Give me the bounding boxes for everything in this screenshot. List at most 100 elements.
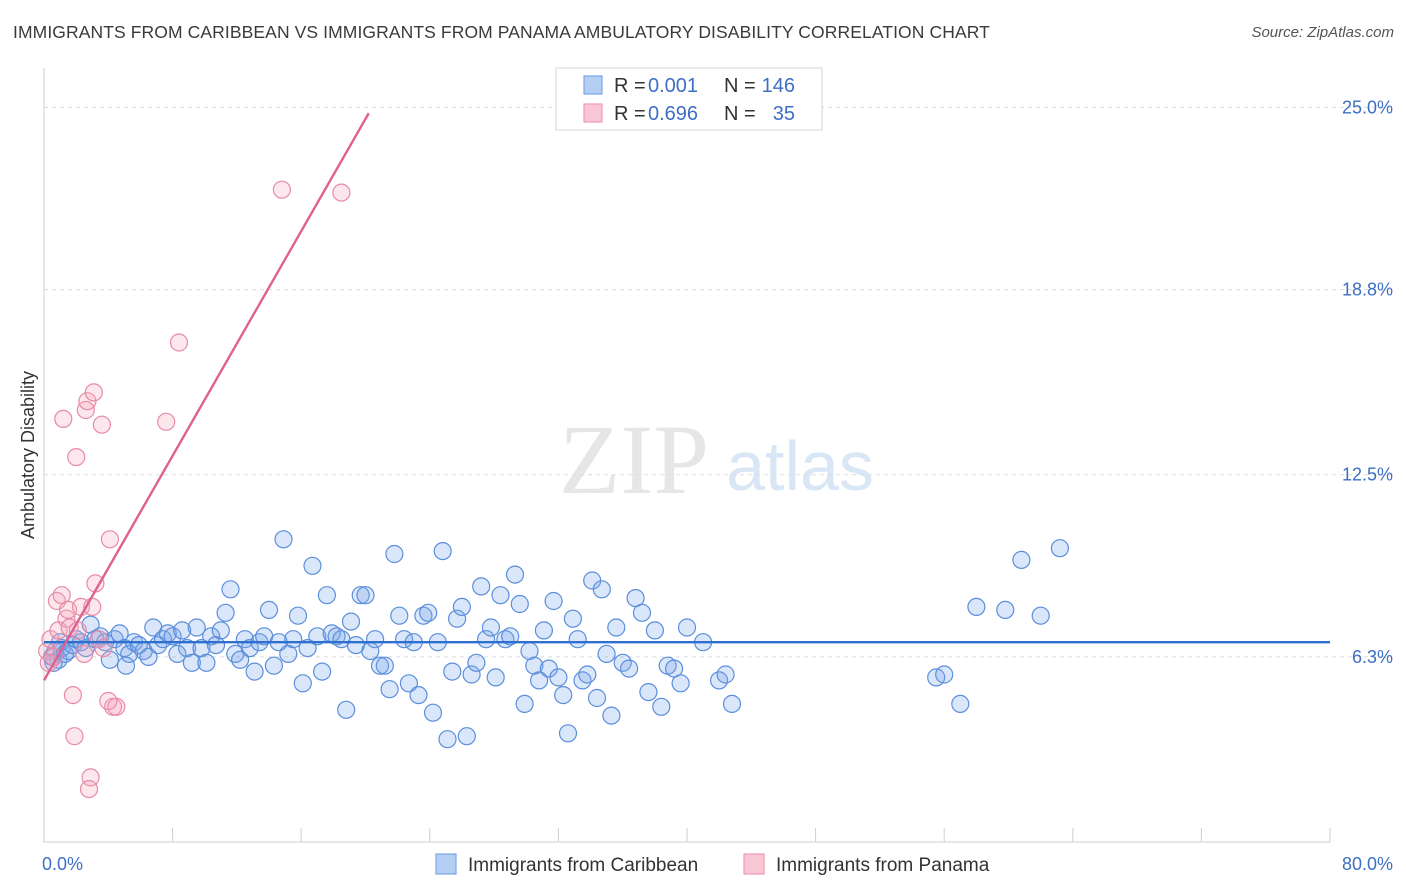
caribbean-point-65 <box>337 700 356 719</box>
caribbean-point-98 <box>496 630 515 649</box>
series-caribbean <box>42 530 1070 749</box>
panama-point-27 <box>79 779 99 799</box>
caribbean-point-92 <box>467 653 486 672</box>
panama-point-12 <box>67 448 86 467</box>
caribbean-point-50 <box>264 656 283 675</box>
y-tick-label-3: 25.0% <box>1342 97 1393 117</box>
caribbean-point-139 <box>1012 550 1031 570</box>
caribbean-point-91 <box>462 665 481 684</box>
caribbean-point-108 <box>544 591 563 611</box>
caribbean-point-90 <box>457 727 476 746</box>
caribbean-point-110 <box>554 685 573 705</box>
caribbean-point-57 <box>298 638 317 658</box>
legend-n-label-2: N = <box>724 103 756 125</box>
caribbean-point-59 <box>308 627 327 646</box>
caribbean-point-143 <box>935 665 954 684</box>
panama-point-6 <box>54 409 73 428</box>
caribbean-point-106 <box>534 621 554 640</box>
caribbean-point-89 <box>452 597 471 617</box>
caribbean-point-33 <box>182 653 201 672</box>
chart-title: IMMIGRANTS FROM CARIBBEAN VS IMMIGRANTS … <box>13 22 990 42</box>
caribbean-point-52 <box>274 530 293 549</box>
panama-point-26 <box>94 638 113 658</box>
caribbean-point-85 <box>433 541 452 561</box>
caribbean-point-34 <box>187 618 206 637</box>
caribbean-point-137 <box>967 597 986 617</box>
caribbean-point-35 <box>192 638 211 658</box>
legend-n-value-2: 35 <box>773 103 795 125</box>
caribbean-point-16 <box>100 650 120 669</box>
panama-point-30 <box>169 333 189 352</box>
caribbean-point-102 <box>515 694 534 714</box>
caribbean-point-135 <box>716 665 735 684</box>
caribbean-point-111 <box>558 724 578 743</box>
legend-r-label-1: R = <box>614 75 646 97</box>
panama-point-33 <box>99 691 118 711</box>
caribbean-point-109 <box>549 668 568 687</box>
caribbean-point-66 <box>341 612 361 631</box>
caribbean-point-140 <box>1031 606 1050 625</box>
caribbean-point-76 <box>390 606 409 625</box>
caribbean-point-94 <box>477 630 496 649</box>
caribbean-point-45 <box>240 638 259 658</box>
legend-n-value-1: 146 <box>762 75 795 97</box>
caribbean-point-53 <box>279 644 298 664</box>
panama-point-11 <box>65 727 84 746</box>
caribbean-point-49 <box>259 600 279 620</box>
caribbean-point-118 <box>592 580 611 599</box>
bottom-legend-label-caribbean: Immigrants from Caribbean <box>468 855 698 876</box>
caribbean-point-55 <box>288 606 308 625</box>
bottom-legend-label-panama: Immigrants from Panama <box>776 855 990 876</box>
legend-swatch-panama <box>583 103 603 123</box>
caribbean-point-71 <box>366 630 385 649</box>
panama-point-29 <box>157 412 176 431</box>
caribbean-point-80 <box>409 685 428 705</box>
caribbean-point-44 <box>235 630 254 649</box>
legend-swatch-caribbean <box>583 75 603 95</box>
caribbean-point-60 <box>313 662 332 681</box>
legend-r-label-2: R = <box>614 103 646 125</box>
trend-line-panama <box>42 112 370 681</box>
caribbean-point-19 <box>115 638 134 658</box>
caribbean-point-112 <box>563 609 583 628</box>
caribbean-point-101 <box>510 594 529 614</box>
caribbean-point-61 <box>317 586 336 605</box>
panama-point-31 <box>272 180 291 199</box>
caribbean-point-36 <box>197 653 216 672</box>
watermark-zip: ZIP <box>559 404 709 515</box>
caribbean-point-113 <box>568 630 587 649</box>
panama-point-10 <box>63 685 83 705</box>
caribbean-point-83 <box>423 703 443 722</box>
caribbean-point-56 <box>293 674 312 693</box>
bottom-legend-swatch-caribbean <box>435 853 457 875</box>
legend-r-value-1: 0.001 <box>648 75 698 97</box>
caribbean-point-136 <box>722 694 742 714</box>
caribbean-point-138 <box>996 600 1015 620</box>
caribbean-point-114 <box>573 671 592 690</box>
caribbean-point-40 <box>216 603 235 622</box>
panama-point-15 <box>75 644 94 664</box>
caribbean-point-46 <box>245 662 264 681</box>
panama-point-18 <box>81 768 100 787</box>
caribbean-point-115 <box>578 665 597 684</box>
caribbean-point-72 <box>370 656 390 675</box>
panama-point-22 <box>92 415 112 434</box>
caribbean-point-87 <box>443 662 462 681</box>
caribbean-point-132 <box>677 618 697 637</box>
source-label: Source: ZipAtlas.com <box>1251 24 1394 41</box>
legend-n-label-1: N = <box>724 75 756 97</box>
caribbean-point-120 <box>602 706 621 725</box>
caribbean-point-99 <box>501 627 520 646</box>
caribbean-point-37 <box>202 627 221 646</box>
caribbean-point-41 <box>221 580 240 599</box>
y-tick-label-0: 6.3% <box>1352 647 1393 667</box>
y-tick-labels: 6.3% 12.5% 18.8% 25.0% <box>1342 97 1393 666</box>
caribbean-point-74 <box>380 680 399 699</box>
caribbean-point-73 <box>375 656 394 675</box>
caribbean-point-75 <box>385 544 404 564</box>
caribbean-point-104 <box>525 656 544 675</box>
caribbean-point-86 <box>438 730 457 749</box>
caribbean-point-105 <box>529 671 549 690</box>
caribbean-point-96 <box>486 668 505 687</box>
